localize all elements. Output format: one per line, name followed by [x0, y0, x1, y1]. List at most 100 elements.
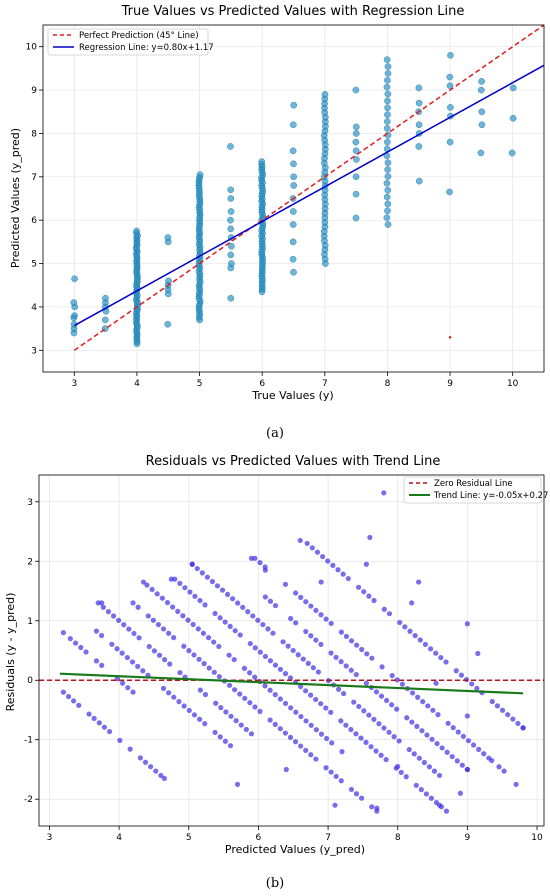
chart-b-point — [431, 768, 438, 774]
chart-a-point — [415, 99, 423, 107]
chart-b-point — [298, 743, 304, 749]
chart-a-point — [384, 159, 392, 167]
chart-a-xlabel: True Values (y) — [251, 389, 333, 402]
chart-a-xtick-label: 3 — [71, 379, 77, 389]
chart-b-point — [419, 728, 425, 734]
chart-b-point — [144, 582, 150, 588]
chart-b-point — [416, 579, 422, 585]
chart-b-point — [409, 690, 416, 696]
chart-b-point — [245, 609, 251, 615]
chart-a-point — [447, 52, 454, 59]
chart-a-ytick-label: 10 — [26, 43, 38, 53]
chart-b-point — [407, 628, 413, 634]
chart-a-point — [447, 104, 454, 111]
chart-b-point — [328, 769, 334, 775]
chart-a-point — [384, 173, 392, 180]
chart-b-point — [287, 675, 294, 681]
chart-b-point — [398, 769, 404, 776]
chart-a-point — [290, 173, 297, 181]
chart-b-point — [315, 669, 322, 675]
chart-a-point — [289, 255, 297, 263]
chart-b-point — [232, 687, 238, 693]
chart-b-point — [429, 736, 435, 742]
chart-a-point — [352, 147, 360, 155]
chart-b-point — [196, 716, 203, 722]
chart-a-point — [352, 190, 360, 198]
chart-b-point — [105, 609, 112, 615]
chart-b-point — [260, 621, 266, 628]
chart-b-point — [469, 681, 475, 687]
chart-b-point — [227, 623, 233, 629]
chart-a-point — [478, 78, 485, 85]
chart-a-point — [352, 86, 360, 94]
chart-b-point — [288, 615, 294, 622]
chart-b-point — [404, 715, 410, 721]
chart-b-point — [182, 585, 188, 591]
chart-b-point — [345, 575, 351, 582]
chart-b-point — [262, 653, 268, 660]
chart-b-point — [149, 586, 155, 593]
chart-b-point — [318, 701, 324, 707]
chart-a-point — [353, 156, 360, 163]
chart-b-point — [453, 668, 459, 674]
chart-b-point — [151, 648, 157, 654]
chart-b-point — [99, 600, 105, 606]
chart-b-point — [303, 628, 309, 635]
chart-b-point — [78, 644, 84, 651]
chart-b-point — [460, 733, 467, 739]
chart-a-point — [133, 227, 140, 235]
chart-b-point — [176, 699, 182, 705]
chart-a-point — [71, 275, 78, 283]
chart-b-point — [293, 590, 299, 596]
chart-a-point — [227, 195, 235, 202]
chart-b-point — [363, 680, 369, 686]
chart-b-point — [418, 787, 424, 793]
chart-b-point — [110, 613, 117, 619]
chart-a-point — [415, 121, 423, 129]
chart-b-plot-frame — [38, 474, 545, 827]
chart-a-point — [164, 320, 171, 328]
chart-b-point — [197, 687, 203, 693]
chart-b-point — [457, 790, 464, 796]
chart-b-point — [510, 716, 516, 722]
chart-b-ticks: 3 4 5 6 7 8 9 10 -2 -1 0 1 2 3 — [24, 498, 543, 843]
chart-b-point — [91, 715, 97, 722]
chart-b-point — [494, 703, 500, 709]
chart-a-point — [71, 312, 78, 319]
chart-a-title: True Values vs Predicted Values with Reg… — [121, 4, 465, 19]
chart-b-point — [285, 643, 291, 649]
chart-b-point — [252, 674, 258, 680]
chart-a: True Values vs Predicted Values with Reg… — [9, 4, 545, 402]
chart-b-point — [247, 640, 253, 647]
chart-b-point — [318, 641, 324, 648]
chart-b-point — [356, 703, 362, 710]
chart-b-point — [191, 652, 197, 658]
chart-b-point — [323, 705, 329, 711]
chart-a-perfect-line — [73, 24, 545, 351]
chart-b-point — [177, 670, 183, 676]
chart-b-point — [463, 676, 470, 683]
chart-b-point — [226, 652, 232, 658]
chart-b-point — [67, 636, 73, 642]
chart-b-point — [513, 781, 519, 787]
chart-b-point — [257, 649, 263, 655]
chart-b-point — [455, 729, 461, 735]
chart-b-point — [308, 633, 314, 639]
chart-b-point — [72, 640, 79, 646]
chart-b-point — [60, 689, 66, 695]
chart-b-point — [202, 691, 209, 698]
chart-a-point — [101, 316, 109, 324]
chart-b-point — [195, 626, 201, 632]
chart-a-ytick-label: 3 — [31, 346, 37, 356]
chart-a-xtick-label: 9 — [447, 379, 453, 389]
chart-b-point — [358, 735, 364, 741]
chart-b-point — [265, 626, 271, 632]
chart-b-point — [389, 672, 395, 679]
chart-b-point — [309, 545, 315, 551]
chart-b-point — [308, 722, 314, 728]
chart-b-point — [386, 611, 393, 617]
chart-b-point — [262, 683, 268, 689]
chart-b-point — [189, 561, 195, 567]
caption-a: (a) — [266, 426, 284, 441]
chart-a-point — [352, 123, 360, 131]
